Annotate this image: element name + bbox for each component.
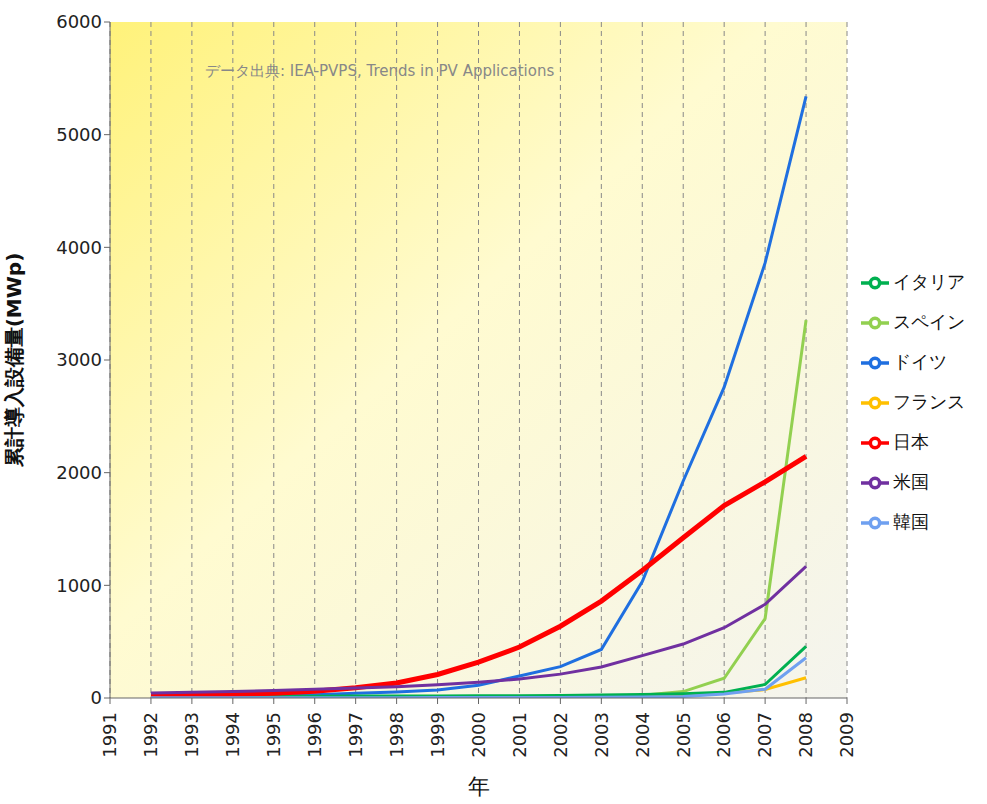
svg-text:2006: 2006 [713, 712, 734, 758]
svg-text:1994: 1994 [222, 712, 243, 758]
svg-text:年: 年 [468, 774, 490, 799]
html-text:イタリア: イタリア [893, 271, 965, 292]
svg-text:5000: 5000 [56, 124, 102, 145]
svg-text:1999: 1999 [427, 712, 448, 758]
svg-text:2001: 2001 [509, 712, 530, 758]
html-text:ドイツ: ドイツ [893, 351, 947, 372]
html-text:韓国: 韓国 [893, 511, 929, 532]
svg-text:2007: 2007 [754, 712, 775, 758]
svg-text:1000: 1000 [56, 575, 102, 596]
svg-text:2004: 2004 [632, 712, 653, 758]
svg-text:1998: 1998 [386, 712, 407, 758]
svg-text:0: 0 [91, 687, 102, 708]
svg-text:1997: 1997 [345, 712, 366, 758]
svg-text:6000: 6000 [56, 11, 102, 32]
html-text:データ出典: IEA-PVPS, Trends in PV: データ出典: IEA-PVPS, Trends in PV Applicatio… [205, 62, 555, 80]
svg-text:1992: 1992 [140, 712, 161, 758]
html-text:米国: 米国 [893, 471, 929, 492]
svg-text:2000: 2000 [468, 712, 489, 758]
svg-text:3000: 3000 [56, 349, 102, 370]
svg-text:1993: 1993 [181, 712, 202, 758]
svg-text:2002: 2002 [550, 712, 571, 758]
svg-text:累計導入設備量(MWp): 累計導入設備量(MWp) [2, 253, 26, 469]
svg-text:1995: 1995 [263, 712, 284, 758]
svg-text:2008: 2008 [795, 712, 816, 758]
svg-text:2003: 2003 [591, 712, 612, 758]
svg-text:1991: 1991 [99, 712, 120, 758]
svg-text:4000: 4000 [56, 237, 102, 258]
svg-text:2005: 2005 [673, 712, 694, 758]
html-text:フランス: フランス [893, 391, 965, 412]
html-text:日本: 日本 [893, 431, 929, 452]
svg-text:1996: 1996 [304, 712, 325, 758]
svg-text:2009: 2009 [836, 712, 857, 758]
svg-text:2000: 2000 [56, 462, 102, 483]
html-text:スペイン: スペイン [893, 311, 965, 332]
